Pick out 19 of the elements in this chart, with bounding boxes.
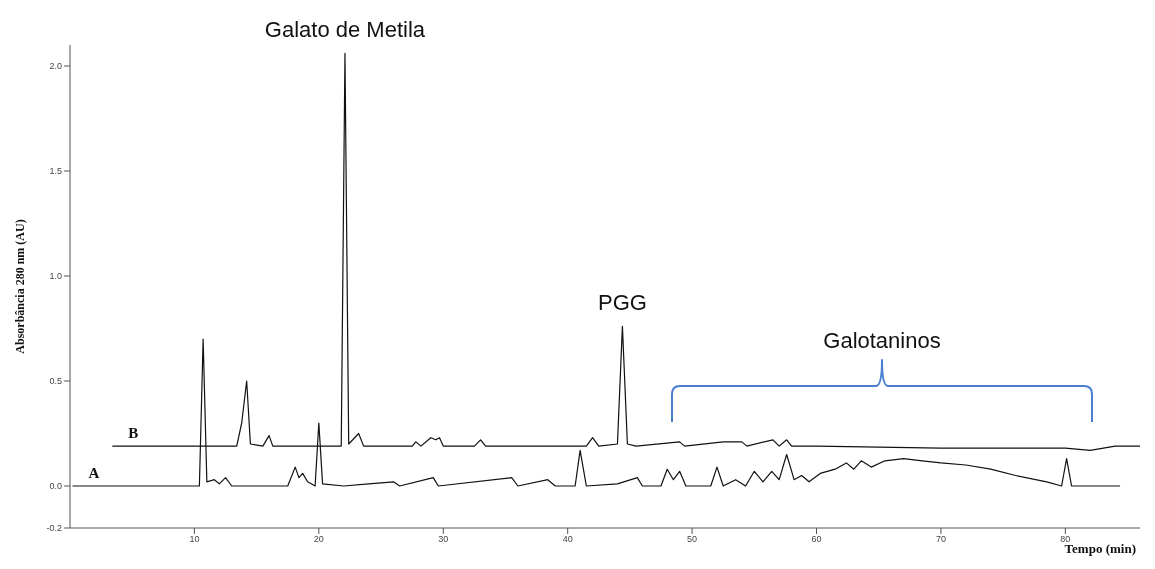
y-tick-label: 1.5	[49, 166, 62, 177]
y-tick-label: -0.2	[46, 523, 62, 534]
series-label: B	[128, 425, 139, 442]
series-label: A	[88, 465, 100, 481]
x-tick-label: 10	[189, 534, 200, 545]
y-tick-label: 0.0	[49, 481, 62, 492]
x-tick-label: 50	[687, 534, 698, 545]
y-tick-label: 0.5	[49, 376, 62, 387]
x-tick-label: 70	[935, 534, 946, 545]
x-tick-label: 20	[313, 534, 324, 545]
annotation: PGG	[597, 290, 647, 316]
x-tick-label: 30	[438, 534, 449, 545]
annotation: Galato de Metila	[264, 17, 426, 43]
y-tick-label: 2.0	[49, 61, 62, 72]
y-axis-title: Absorbância 280 nm (AU)	[13, 219, 28, 354]
annotation: Galotaninos	[823, 328, 941, 353]
y-tick-label: 1.0	[49, 271, 62, 282]
x-tick-label: 60	[811, 534, 822, 545]
x-tick-label: 40	[562, 534, 573, 545]
